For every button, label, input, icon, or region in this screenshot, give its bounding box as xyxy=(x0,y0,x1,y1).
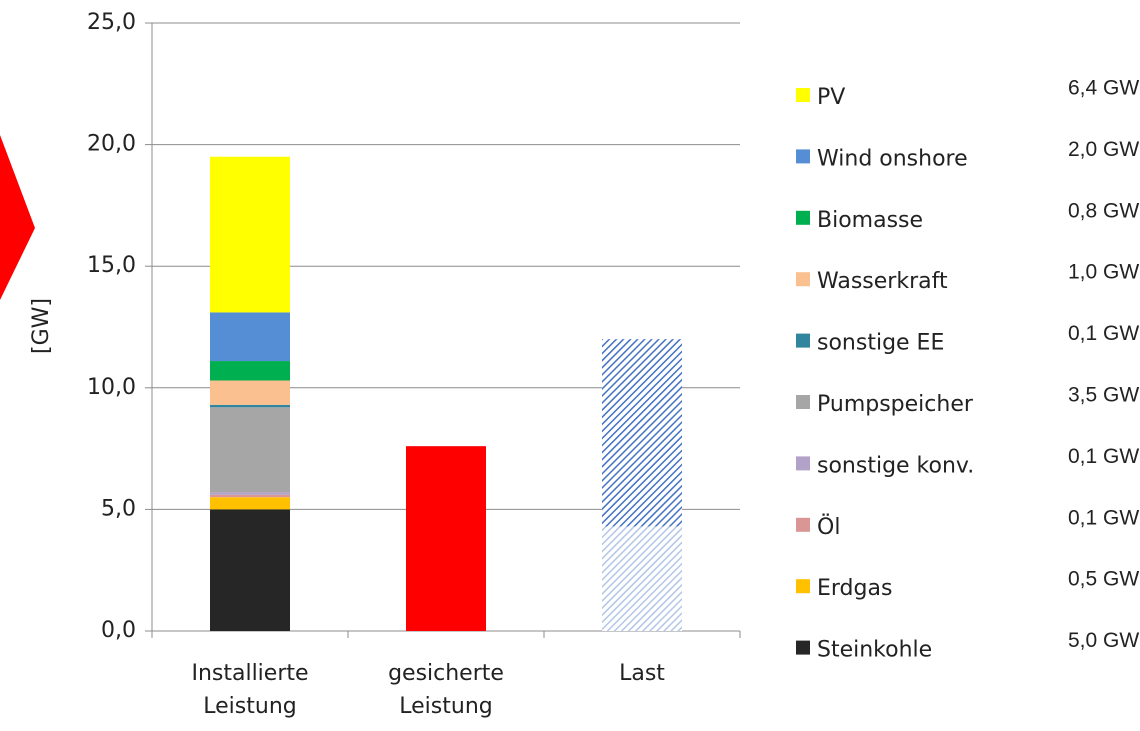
y-tick-label: 0,0 xyxy=(101,618,136,643)
y-tick-label: 25,0 xyxy=(87,10,136,35)
value-label: 2,0 GW xyxy=(1068,138,1139,161)
bar-segment xyxy=(602,526,682,631)
legend-label: Erdgas xyxy=(817,576,892,601)
bar-segment xyxy=(210,509,290,631)
legend-label: PV xyxy=(817,85,845,110)
value-label: 0,1 GW xyxy=(1068,322,1139,345)
bar-segment xyxy=(210,361,290,381)
legend-label: Pumpspeicher xyxy=(817,392,974,417)
legend-label: sonstige EE xyxy=(817,331,944,356)
legend-label: Steinkohle xyxy=(817,638,932,663)
y-tick-label: 15,0 xyxy=(87,253,136,278)
value-label: 0,8 GW xyxy=(1068,199,1139,222)
value-label: 5,0 GW xyxy=(1068,629,1139,652)
legend-swatch xyxy=(796,88,810,102)
x-tick-label: Last xyxy=(619,661,665,686)
y-tick-label: 20,0 xyxy=(87,132,136,157)
bar-segment xyxy=(210,494,290,498)
legend-swatch xyxy=(796,272,810,287)
x-tick-label: Installierte Leistung xyxy=(191,661,308,719)
legend-swatch xyxy=(796,333,810,348)
y-tick-label: 10,0 xyxy=(87,375,136,400)
value-label: 0,5 GW xyxy=(1068,568,1139,591)
legend-label: Biomasse xyxy=(817,208,923,233)
value-label: 3,5 GW xyxy=(1068,384,1139,407)
value-label: 1,0 GW xyxy=(1068,261,1139,284)
legend-swatch xyxy=(796,456,810,471)
legend-label: Wind onshore xyxy=(817,146,968,171)
legend-swatch xyxy=(796,395,810,409)
bar-segment xyxy=(210,407,290,493)
bar-segment xyxy=(210,492,290,495)
y-axis-label: [GW] xyxy=(29,298,54,354)
legend-label: Öl xyxy=(817,514,840,540)
bar-segment xyxy=(602,339,682,527)
arrow-decoration xyxy=(0,135,35,300)
legend-swatch xyxy=(796,149,810,164)
value-label: 0,1 GW xyxy=(1068,506,1139,529)
value-label: 6,4 GW xyxy=(1068,77,1139,100)
value-label: 0,1 GW xyxy=(1068,445,1139,468)
legend-label: sonstige konv. xyxy=(817,453,974,478)
legend-swatch xyxy=(796,579,810,594)
bar-segment xyxy=(210,380,290,405)
legend-swatch xyxy=(796,210,810,225)
bar-segment xyxy=(210,156,290,313)
legend-swatch xyxy=(796,517,810,532)
x-tick-label: gesicherte Leistung xyxy=(388,661,504,719)
legend-label: Wasserkraft xyxy=(817,269,948,294)
y-tick-label: 5,0 xyxy=(101,496,136,521)
bar-segment xyxy=(406,446,486,631)
bar-segment xyxy=(210,404,290,408)
bar-segment xyxy=(210,497,290,510)
legend-swatch xyxy=(796,640,810,655)
bar-segment xyxy=(210,312,290,362)
